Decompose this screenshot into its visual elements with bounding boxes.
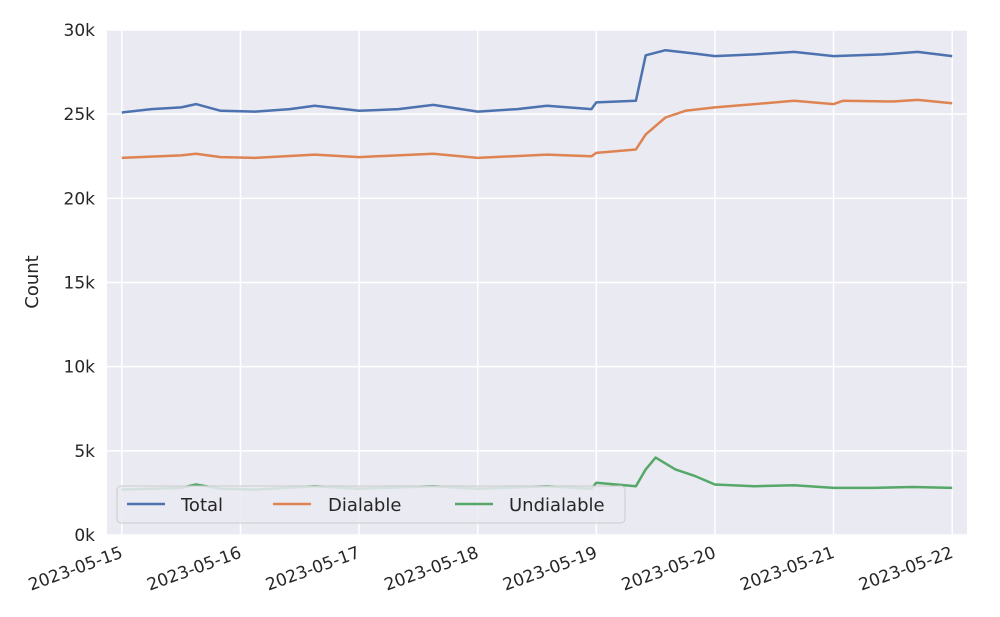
x-tick-label: 2023-05-16 (144, 543, 244, 596)
x-tick-label: 2023-05-18 (382, 543, 482, 596)
x-tick-label: 2023-05-21 (738, 543, 838, 596)
x-tick-label: 2023-05-19 (500, 543, 600, 596)
legend-box (116, 485, 626, 524)
series-line-total (121, 48, 953, 114)
series-line-dialable (121, 98, 953, 160)
grid (107, 29, 967, 536)
x-tick-label: 2023-05-22 (856, 543, 956, 596)
legend-label-total: Total (180, 495, 223, 516)
y-tick-label: 10k (64, 358, 96, 378)
x-tick-labels: 2023-05-15 2023-05-16 2023-05-17 2023-05-18… (26, 543, 956, 596)
x-tick-label: 2023-05-17 (263, 543, 363, 596)
y-tick-label: 0k (74, 526, 95, 546)
y-tick-label: 15k (64, 274, 96, 294)
legend-label-undialable: Undialable (509, 495, 605, 516)
legend: Total Dialable Undialable (116, 485, 626, 524)
y-axis-title: Count (22, 255, 43, 308)
legend-label-dialable: Dialable (328, 495, 401, 516)
x-tick-label: 2023-05-15 (26, 543, 126, 596)
y-tick-label: 30k (64, 21, 96, 41)
y-tick-labels: 0k 5k 10k 15k 20k 25k 30k (64, 21, 96, 546)
y-tick-label: 25k (64, 105, 96, 125)
y-tick-label: 20k (64, 189, 96, 209)
y-tick-label: 5k (74, 442, 95, 462)
x-tick-label: 2023-05-20 (619, 543, 719, 596)
